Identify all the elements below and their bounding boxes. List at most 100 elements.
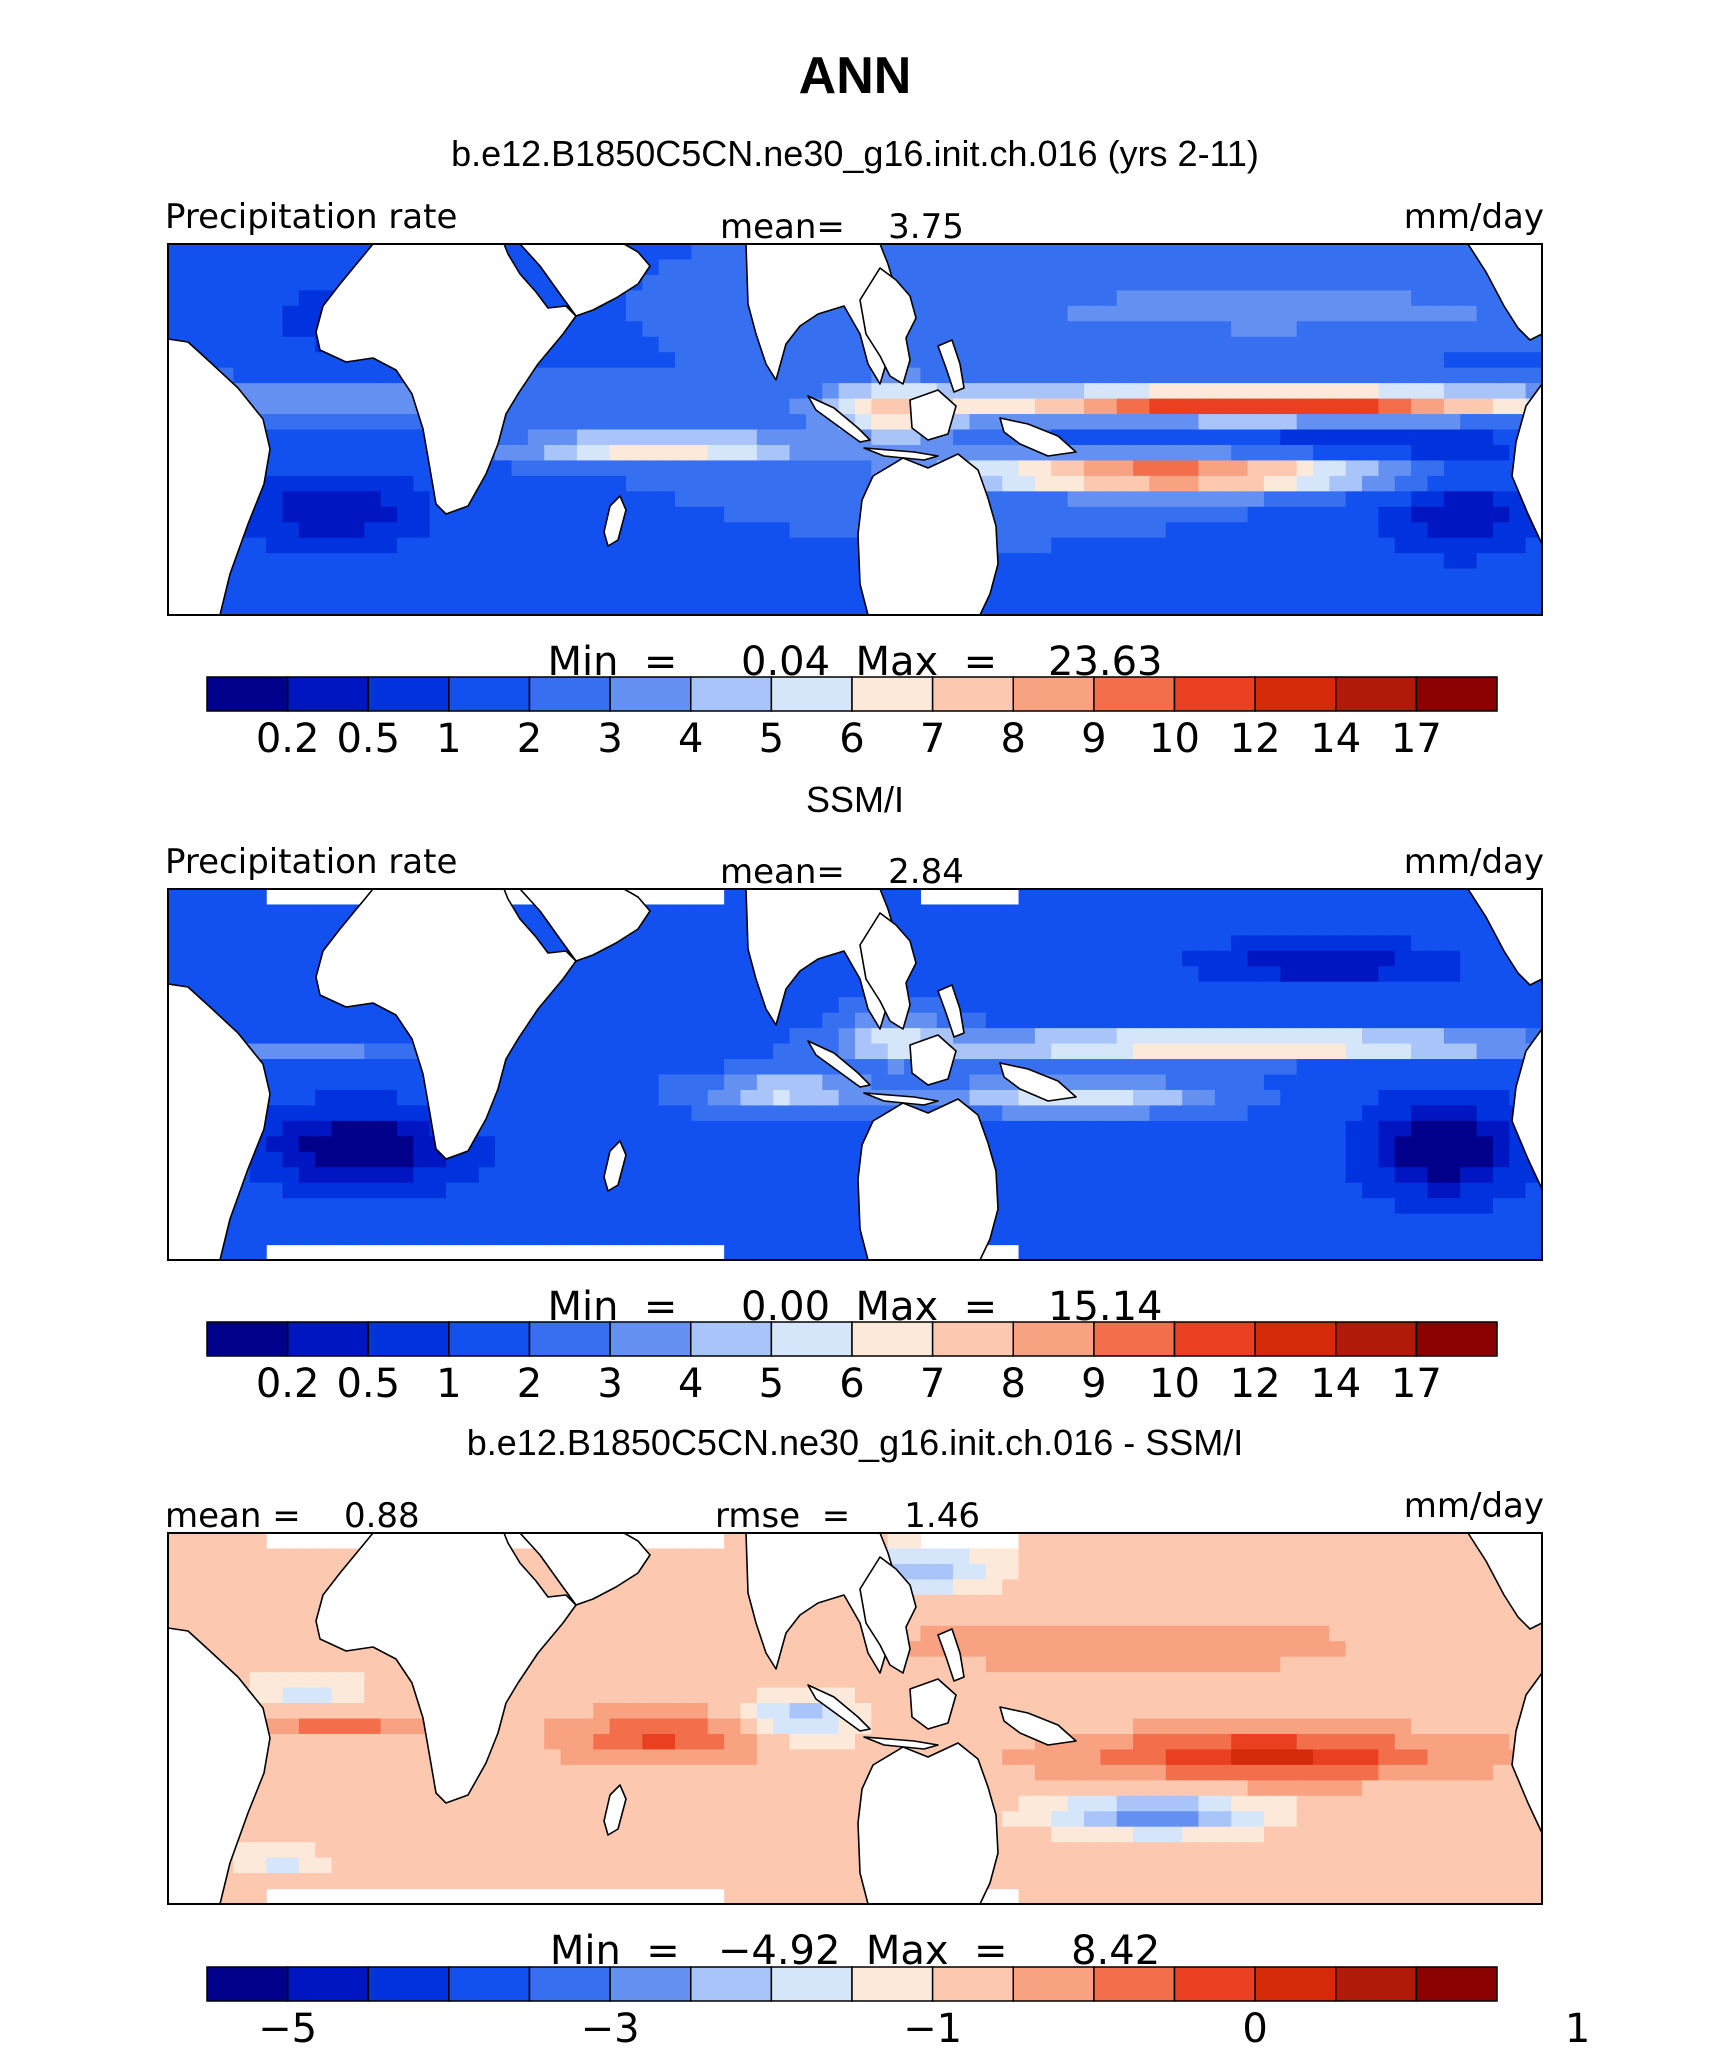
map-cell: [495, 1167, 513, 1184]
map-cell: [1116, 244, 1134, 261]
map-cell: [1427, 1533, 1445, 1550]
map-cell: [233, 352, 251, 369]
map-cell: [511, 537, 529, 554]
map-cell: [626, 429, 643, 446]
map-cell: [200, 1579, 218, 1596]
map-cell: [1263, 1563, 1281, 1580]
map-cell: [298, 1151, 316, 1168]
map-cell: [1427, 1059, 1445, 1076]
map-cell: [1263, 553, 1281, 570]
map-cell: [1116, 1059, 1134, 1076]
map-cell: [1427, 367, 1445, 384]
map-cell: [1476, 537, 1494, 554]
map-cell: [1002, 398, 1020, 415]
map-cell: [1133, 904, 1151, 921]
map-cell: [1247, 1672, 1265, 1689]
map-cell: [331, 537, 349, 554]
map-cell: [1002, 1167, 1020, 1184]
map-cell: [593, 1610, 611, 1627]
map-cell: [266, 919, 284, 936]
map-cell: [446, 537, 464, 554]
map-cell: [1378, 491, 1396, 508]
map-cell: [1051, 1672, 1069, 1689]
map-cell: [1116, 919, 1134, 936]
map-cell: [413, 1151, 431, 1168]
map-cell: [1116, 950, 1134, 967]
map-cell: [675, 398, 693, 415]
map-cell: [1002, 290, 1020, 307]
map-cell: [544, 1012, 562, 1029]
map-cell: [1165, 1012, 1183, 1029]
map-cell: [1084, 336, 1101, 353]
map-cell: [217, 889, 235, 906]
map-cell: [1362, 1244, 1380, 1260]
map-cell: [544, 1656, 562, 1673]
map-cell: [1280, 305, 1298, 322]
map-cell: [1133, 1074, 1151, 1091]
map-cell: [1198, 1198, 1216, 1215]
map-cell: [184, 889, 202, 906]
map-cell: [1182, 1548, 1200, 1565]
map-cell: [298, 1594, 316, 1611]
map-cell: [609, 1213, 627, 1230]
map-cell: [1231, 1672, 1249, 1689]
map-cell: [462, 506, 480, 523]
map-cell: [1034, 491, 1052, 508]
map-cell: [331, 1028, 349, 1045]
map-cell: [1329, 1687, 1347, 1704]
map-cell: [838, 1687, 856, 1704]
map-cell: [527, 1043, 545, 1060]
map-cell: [364, 1672, 382, 1689]
map-cell: [675, 1594, 693, 1611]
map-cell: [249, 1213, 267, 1230]
map-cell: [1411, 1610, 1429, 1627]
map-cell: [1084, 1533, 1101, 1550]
map-cell: [609, 584, 627, 601]
map-cell: [626, 1610, 643, 1627]
map-cell: [1280, 259, 1298, 276]
map-cell: [1427, 1641, 1445, 1658]
map-cell: [691, 1687, 709, 1704]
map-cell: [1182, 414, 1200, 431]
map-cell: [1263, 1548, 1281, 1565]
map-cell: [805, 1672, 823, 1689]
map-cell: [1133, 1028, 1151, 1045]
map-cell: [1263, 537, 1281, 554]
map-cell: [1329, 1059, 1347, 1076]
map-cell: [724, 1625, 742, 1642]
map-cell: [1378, 1059, 1396, 1076]
map-cell: [1378, 584, 1396, 601]
map-cell: [282, 904, 300, 921]
map-cell: [1329, 966, 1347, 983]
map-cell: [1492, 1610, 1510, 1627]
map-cell: [560, 1105, 578, 1122]
map-cell: [707, 1059, 725, 1076]
map-cell: [331, 553, 349, 570]
map-cell: [266, 290, 284, 307]
map-cell: [822, 584, 840, 601]
map-cell: [331, 1229, 349, 1246]
map-cell: [527, 1229, 545, 1246]
map-cell: [1378, 950, 1396, 967]
map-cell: [1002, 1656, 1020, 1673]
map-cell: [953, 935, 971, 952]
map-cell: [266, 1182, 284, 1199]
map-cell: [1378, 1074, 1396, 1091]
map-cell: [282, 1641, 300, 1658]
map-cell: [756, 1687, 774, 1704]
map-cell: [1394, 1105, 1412, 1122]
map-cell: [511, 475, 529, 492]
map-cell: [249, 889, 267, 906]
map-cell: [936, 244, 954, 261]
map-cell: [1345, 460, 1363, 477]
map-cell: [675, 460, 693, 477]
map-cell: [1182, 321, 1200, 338]
map-cell: [413, 537, 431, 554]
map-cell: [1411, 1687, 1429, 1704]
map-cell: [1492, 1151, 1510, 1168]
map-cell: [1329, 460, 1347, 477]
map-cell: [364, 367, 382, 384]
map-cell: [1002, 950, 1020, 967]
map-cell: [985, 599, 1003, 615]
map-cell: [707, 1105, 725, 1122]
